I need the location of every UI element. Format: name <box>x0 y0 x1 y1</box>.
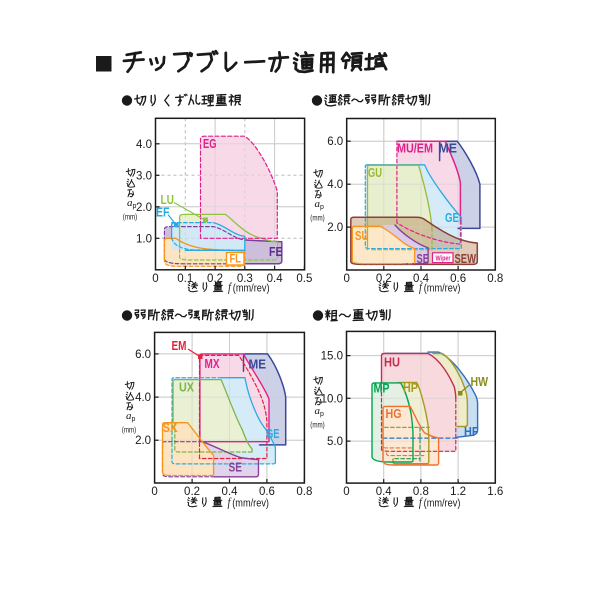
svg-text:SU: SU <box>355 228 369 243</box>
svg-text:0.3: 0.3 <box>237 273 253 285</box>
svg-text:SE: SE <box>417 251 430 266</box>
svg-text:6.0: 6.0 <box>327 136 343 148</box>
svg-text:ME: ME <box>249 357 267 372</box>
svg-text:GE: GE <box>445 210 459 225</box>
svg-text:0.4: 0.4 <box>413 273 430 285</box>
svg-text:3.0: 3.0 <box>136 170 152 182</box>
svg-text:0.8: 0.8 <box>413 486 429 498</box>
svg-text:0.2: 0.2 <box>184 486 200 498</box>
svg-text:SE: SE <box>229 460 243 475</box>
svg-text:f (mm/rev): f (mm/rev) <box>228 280 269 294</box>
svg-text:FL: FL <box>229 252 241 266</box>
svg-text:0: 0 <box>151 486 157 498</box>
svg-text:4.0: 4.0 <box>136 139 152 151</box>
svg-text:0.2: 0.2 <box>376 273 392 285</box>
svg-text:0.6: 0.6 <box>259 486 275 498</box>
svg-text:(mm): (mm) <box>310 214 325 223</box>
svg-text:(mm): (mm) <box>122 426 137 435</box>
svg-text:MP: MP <box>374 381 390 396</box>
svg-text:f (mm/rev): f (mm/rev) <box>419 280 461 294</box>
svg-text:2.0: 2.0 <box>327 222 343 234</box>
svg-text:SX: SX <box>163 420 178 435</box>
svg-text:EG: EG <box>203 136 217 151</box>
svg-text:EM: EM <box>172 338 187 353</box>
svg-text:MU/EM: MU/EM <box>397 141 433 156</box>
svg-text:EF: EF <box>156 205 170 220</box>
svg-text:MX: MX <box>205 356 220 371</box>
svg-text:(mm): (mm) <box>310 421 325 430</box>
svg-text:ap: ap <box>315 405 325 418</box>
svg-text:f (mm/rev): f (mm/rev) <box>419 495 461 509</box>
svg-text:LU: LU <box>161 192 175 207</box>
svg-text:5.0: 5.0 <box>327 436 343 448</box>
svg-text:f (mm/rev): f (mm/rev) <box>228 495 270 509</box>
svg-text:0.5: 0.5 <box>296 273 312 285</box>
svg-text:4.0: 4.0 <box>135 392 151 404</box>
svg-text:0.8: 0.8 <box>487 273 503 285</box>
svg-text:HU: HU <box>384 355 400 370</box>
svg-text:0.1: 0.1 <box>177 273 193 285</box>
svg-text:ap: ap <box>127 197 137 210</box>
svg-text:0.4: 0.4 <box>222 486 239 498</box>
svg-text:HP: HP <box>403 380 418 395</box>
svg-text:GU: GU <box>368 165 382 180</box>
svg-text:1.0: 1.0 <box>136 233 152 245</box>
svg-text:HG: HG <box>386 406 402 421</box>
svg-text:FE: FE <box>269 244 283 259</box>
svg-text:15.0: 15.0 <box>321 351 343 363</box>
svg-text:2.0: 2.0 <box>135 435 151 447</box>
svg-text:2.0: 2.0 <box>136 202 152 214</box>
svg-text:(mm): (mm) <box>123 213 138 222</box>
svg-text:6.0: 6.0 <box>135 349 151 361</box>
svg-text:SEW: SEW <box>455 251 477 266</box>
svg-text:1.6: 1.6 <box>487 486 503 498</box>
svg-text:0.8: 0.8 <box>296 486 312 498</box>
svg-text:ap: ap <box>126 410 136 423</box>
svg-text:0: 0 <box>343 486 349 498</box>
svg-text:HW: HW <box>471 374 489 389</box>
svg-text:0.4: 0.4 <box>267 273 284 285</box>
svg-text:Wiper: Wiper <box>436 253 451 262</box>
svg-text:ap: ap <box>315 198 325 211</box>
svg-text:0.6: 0.6 <box>450 273 466 285</box>
svg-text:1.2: 1.2 <box>450 486 466 498</box>
svg-text:0: 0 <box>152 273 158 285</box>
svg-text:10.0: 10.0 <box>321 393 343 405</box>
svg-text:UX: UX <box>179 380 194 395</box>
svg-text:HF: HF <box>464 424 479 439</box>
svg-text:0: 0 <box>343 273 349 285</box>
svg-text:GE: GE <box>266 426 280 441</box>
svg-text:0.4: 0.4 <box>376 486 393 498</box>
svg-text:4.0: 4.0 <box>327 179 343 191</box>
svg-text:ME: ME <box>439 141 458 156</box>
